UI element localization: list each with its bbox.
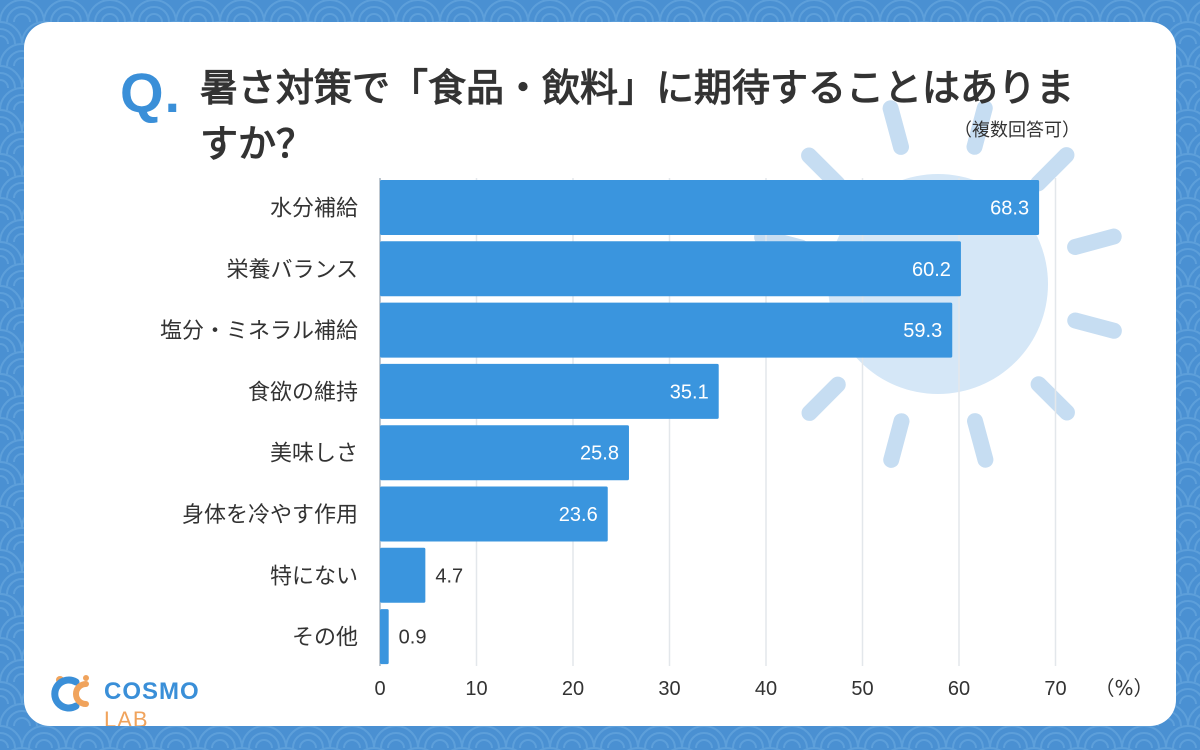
chart-card: Q. 暑さ対策で「食品・飲料」に期待することはありますか？ （複数回答可） 0 1…	[24, 22, 1176, 726]
x-tick-label: 0	[374, 678, 385, 700]
value-label: 35.1	[670, 381, 709, 403]
bar	[380, 302, 953, 358]
value-label: 23.6	[559, 504, 598, 526]
bar-chart: 0 10 20 30 40 50 60 70 （%） 水分補給 68.3 栄養バランス 60.2 塩分・ミ…	[160, 178, 1154, 700]
x-tick-label: 10	[465, 678, 487, 700]
cosmo-lab-logo-icon	[51, 675, 89, 712]
logo-suffix: LAB	[104, 707, 149, 726]
logo-text: COSMO LAB	[104, 678, 246, 726]
category-label: 特にない	[270, 564, 358, 589]
multiple-answer-note: （複数回答可）	[954, 120, 1080, 141]
x-axis-unit: （%）	[1094, 676, 1153, 700]
bar	[380, 180, 1040, 235]
value-label: 68.3	[990, 198, 1029, 220]
x-tick-label: 20	[562, 678, 584, 700]
value-label: 60.2	[912, 259, 951, 281]
category-label: 食欲の維持	[248, 380, 358, 405]
category-label: 身体を冷やす作用	[182, 503, 358, 528]
x-tick-label: 60	[948, 678, 970, 700]
bar	[380, 486, 608, 542]
bar	[380, 425, 629, 481]
category-label: 塩分・ミネラル補給	[160, 319, 358, 344]
category-label: 水分補給	[270, 197, 358, 222]
cosmo-lab-logo: COSMO LAB	[46, 670, 246, 726]
value-label: 4.7	[435, 565, 463, 587]
logo-brand: COSMO	[104, 678, 200, 705]
question-mark-label: Q.	[120, 61, 182, 124]
page-title: 暑さ対策で「食品・飲料」に期待することはありますか？	[200, 66, 1075, 166]
bar	[380, 363, 719, 419]
value-label: 59.3	[903, 320, 942, 342]
bar	[380, 241, 961, 297]
x-tick-label: 50	[851, 678, 873, 700]
x-tick-label: 40	[755, 678, 777, 700]
x-tick-label: 30	[658, 678, 680, 700]
x-tick-label: 70	[1044, 678, 1066, 700]
category-label: 美味しさ	[270, 442, 358, 467]
value-label: 25.8	[580, 443, 619, 465]
category-label: その他	[292, 626, 358, 651]
bar	[380, 609, 389, 665]
bar	[380, 547, 426, 603]
category-label: 栄養バランス	[226, 258, 358, 283]
value-label: 0.9	[399, 627, 427, 649]
